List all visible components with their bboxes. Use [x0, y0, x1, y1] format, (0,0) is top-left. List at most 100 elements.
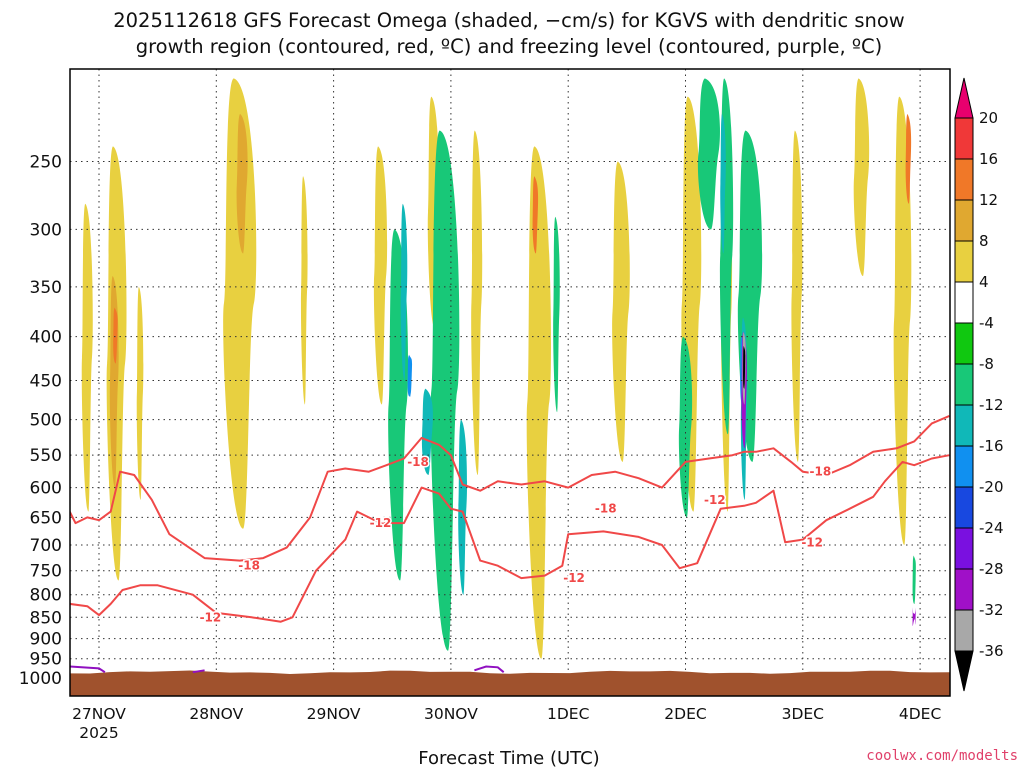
freezing-segment-2 — [192, 669, 205, 674]
colorbar — [954, 77, 974, 692]
colorbar-swatch — [954, 527, 974, 570]
y-tick-label: 1000 — [19, 669, 62, 689]
watermark: coolwx.com/modelts — [866, 748, 1018, 764]
colorbar-swatch — [954, 158, 974, 201]
x-tick-label: 3DEC — [782, 705, 824, 723]
omega-region — [236, 113, 248, 254]
y-tick-label: 300 — [30, 220, 62, 240]
plot-frame — [69, 68, 951, 697]
colorbar-label: 16 — [979, 150, 998, 168]
omega-region — [893, 96, 912, 545]
omega-region — [612, 161, 630, 462]
surface-terrain — [70, 670, 950, 696]
omega-region — [532, 176, 539, 254]
omega-region — [430, 130, 460, 651]
colorbar-top-arrow — [954, 77, 974, 119]
contour-label: -12 — [704, 493, 726, 507]
omega-region — [905, 113, 912, 204]
contour-label: -12 — [370, 516, 392, 530]
contour-label: -12 — [200, 610, 222, 624]
contour-label: -12 — [801, 535, 823, 549]
colorbar-label: -4 — [979, 314, 994, 332]
y-tick-label: 400 — [30, 328, 62, 348]
colorbar-label: -28 — [979, 560, 1004, 578]
omega-region — [113, 307, 118, 364]
colorbar-labels: 20 16 12 8 4 -4 -8 -12 -16 -20 -24 -28 -… — [979, 109, 1004, 660]
colorbar-swatch — [954, 609, 974, 652]
colorbar-swatch — [954, 404, 974, 447]
x-axis: 27NOV 28NOV 29NOV 30NOV 1DEC 2DEC 3DEC 4… — [72, 705, 941, 742]
x-tick-label: 29NOV — [307, 705, 361, 723]
y-tick-label: 900 — [30, 630, 62, 650]
x-tick-label: 28NOV — [189, 705, 243, 723]
omega-region — [853, 78, 870, 277]
colorbar-swatch — [954, 281, 974, 324]
omega-region — [223, 78, 257, 529]
omega-region — [81, 203, 93, 512]
freezing-segment-3 — [474, 665, 505, 673]
colorbar-label: 4 — [979, 273, 989, 291]
contour-label: -12 — [563, 571, 585, 585]
chart-title-line-2: growth region (contoured, red, ºC) and f… — [136, 35, 883, 58]
y-tick-label: 550 — [30, 446, 62, 466]
omega-region — [912, 555, 916, 604]
dsgz-bottom — [70, 454, 950, 623]
y-tick-label: 800 — [30, 586, 62, 606]
y-tick-label: 700 — [30, 536, 62, 556]
surface-ground — [70, 670, 950, 696]
omega-region — [697, 78, 720, 230]
y-tick-label: 950 — [30, 650, 62, 670]
omega-shading — [81, 78, 916, 659]
x-year-label: 2025 — [79, 724, 118, 742]
dsgz-top — [70, 414, 950, 562]
omega-region — [720, 113, 726, 254]
omega-region — [421, 388, 433, 475]
omega-region — [553, 216, 560, 413]
omega-region — [373, 146, 388, 405]
colorbar-label: 20 — [979, 109, 998, 127]
colorbar-label: 8 — [979, 232, 989, 250]
omega-region — [300, 176, 308, 405]
colorbar-label: -12 — [979, 396, 1004, 414]
colorbar-swatch — [954, 486, 974, 529]
colorbar-label: -32 — [979, 601, 1004, 619]
colorbar-label: 12 — [979, 191, 998, 209]
omega-region — [912, 607, 916, 627]
x-tick-label: 4DEC — [899, 705, 941, 723]
colorbar-swatch — [954, 117, 974, 160]
omega-region — [526, 146, 551, 659]
omega-region — [458, 419, 468, 595]
contour-label: -18 — [407, 455, 429, 469]
x-tick-label: 1DEC — [547, 705, 589, 723]
colorbar-label: -16 — [979, 437, 1004, 455]
x-tick-label: 27NOV — [72, 705, 126, 723]
dendritic-growth-contours — [70, 414, 950, 623]
omega-region — [136, 286, 144, 500]
y-tick-label: 850 — [30, 608, 62, 628]
freezing-segment-1 — [70, 665, 106, 674]
y-tick-label: 500 — [30, 411, 62, 431]
contour-labels: -18 -12 -18 -12 -18 -12 -12 -18 -12 — [198, 453, 833, 625]
y-tick-label: 450 — [30, 371, 62, 391]
y-tick-label: 750 — [30, 562, 62, 582]
contour-label: -18 — [238, 559, 260, 573]
colorbar-swatch — [954, 240, 974, 283]
omega-region — [471, 130, 483, 475]
x-tick-label: 30NOV — [424, 705, 478, 723]
omega-region — [743, 345, 746, 389]
y-tick-label: 600 — [30, 479, 62, 499]
colorbar-swatch — [954, 199, 974, 242]
y-axis: 250 300 350 400 450 500 550 600 650 700 … — [19, 153, 62, 689]
colorbar-swatch — [954, 363, 974, 406]
y-tick-label: 250 — [30, 153, 62, 173]
freezing-level-contours — [70, 665, 505, 674]
x-tick-label: 2DEC — [664, 705, 706, 723]
chart-title-line-1: 2025112618 GFS Forecast Omega (shaded, −… — [113, 9, 905, 32]
colorbar-swatch — [954, 445, 974, 488]
contour-label: -18 — [595, 502, 617, 516]
colorbar-swatch — [954, 322, 974, 365]
colorbar-label: -20 — [979, 478, 1004, 496]
colorbar-swatch — [954, 568, 974, 611]
colorbar-label: -8 — [979, 355, 994, 373]
